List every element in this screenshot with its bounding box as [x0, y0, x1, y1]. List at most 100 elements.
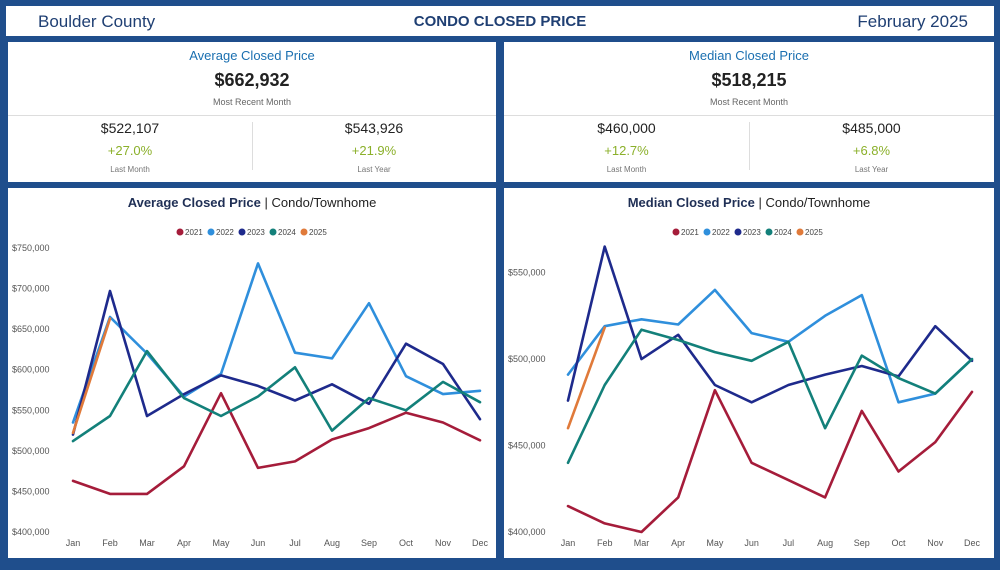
- page-title: CONDO CLOSED PRICE: [413, 13, 587, 30]
- avg-line-chart: $400,000 $450,000 $500,000 $550,000 $600,000…: [12, 228, 489, 548]
- median-card-title: Median Closed Price: [689, 48, 809, 63]
- median-last-year-label: Last Year: [854, 165, 889, 174]
- avg-chart-card: Average Closed Price | Condo/Townhome $4…: [8, 188, 496, 558]
- x-tick-label: Apr: [177, 538, 191, 548]
- x-tick-label: Jun: [744, 538, 759, 548]
- x-tick-label: Jun: [251, 538, 266, 548]
- median-last-year-pct: +6.8%: [852, 143, 891, 158]
- x-tick-label: Jul: [783, 538, 795, 548]
- avg-chart-title-sub: Condo/Townhome: [271, 195, 377, 210]
- y-tick-label: $650,000: [12, 324, 50, 334]
- x-tick-label: Apr: [671, 538, 685, 548]
- series-line-2023: [566, 245, 974, 404]
- series-line-2024: [566, 328, 974, 465]
- legend-marker: [300, 228, 308, 236]
- legend-marker: [269, 228, 277, 236]
- y-tick-label: $700,000: [12, 284, 50, 294]
- series-line-2025: [566, 326, 606, 430]
- y-tick-label: $500,000: [12, 446, 50, 456]
- legend-label: 2022: [712, 228, 730, 237]
- series-line-2021: [71, 391, 482, 496]
- avg-last-year-value: $543,926: [344, 120, 404, 136]
- legend-label: 2023: [743, 228, 761, 237]
- legend-marker: [672, 228, 680, 236]
- period-label: February 2025: [857, 12, 968, 31]
- county-label: Boulder County: [38, 12, 156, 31]
- avg-last-year-pct: +21.9%: [351, 143, 397, 158]
- legend-label: 2024: [774, 228, 792, 237]
- title-separator: |: [264, 195, 272, 210]
- x-tick-label: Mar: [139, 538, 155, 548]
- median-line-chart: $400,000 $450,000 $500,000 $550,000 Jan Feb Ma…: [508, 228, 981, 548]
- legend-marker: [703, 228, 711, 236]
- x-tick-label: Nov: [927, 538, 944, 548]
- median-card-value: $518,215: [711, 70, 787, 90]
- legend-label: 2022: [216, 228, 234, 237]
- legend-label: 2025: [805, 228, 823, 237]
- avg-last-year: $543,926 +21.9% Last Year: [252, 120, 496, 174]
- median-price-card: Median Closed Price $518,215 Most Recent…: [504, 42, 994, 182]
- median-card-subtitle: Most Recent Month: [709, 97, 789, 107]
- x-tick-label: Aug: [817, 538, 833, 548]
- series-line-2024: [71, 349, 482, 443]
- median-chart-title-sub: Condo/Townhome: [765, 195, 871, 210]
- divider: [504, 115, 994, 116]
- title-separator: |: [758, 195, 766, 210]
- median-last-month-pct: +12.7%: [604, 143, 649, 158]
- median-chart-title: Median Closed Price | Condo/Townhome: [504, 195, 994, 210]
- x-tick-label: Feb: [102, 538, 118, 548]
- x-tick-label: Mar: [634, 538, 650, 548]
- x-tick-label: Jan: [561, 538, 576, 548]
- avg-last-month-pct: +27.0%: [107, 143, 153, 158]
- median-last-year-value: $485,000: [842, 120, 901, 136]
- x-tick-label: Jul: [289, 538, 301, 548]
- y-tick-label: $750,000: [12, 243, 50, 253]
- legend-marker: [207, 228, 215, 236]
- median-last-month-label: Last Month: [606, 165, 647, 174]
- legend-label: 2024: [278, 228, 296, 237]
- median-last-month-value: $460,000: [597, 120, 656, 136]
- divider: [8, 115, 496, 116]
- legend-marker: [734, 228, 742, 236]
- x-tick-label: Nov: [435, 538, 452, 548]
- legend-marker: [238, 228, 246, 236]
- avg-last-month-label: Last Month: [110, 165, 150, 174]
- y-tick-label: $550,000: [12, 405, 50, 415]
- median-chart-card: Median Closed Price | Condo/Townhome $40…: [504, 188, 994, 558]
- y-tick-label: $450,000: [12, 486, 50, 496]
- legend-marker: [765, 228, 773, 236]
- avg-last-year-label: Last Year: [357, 165, 391, 174]
- avg-card-value: $662,932: [214, 70, 290, 90]
- legend-label: 2021: [185, 228, 203, 237]
- divider: [252, 122, 253, 170]
- x-tick-label: Jan: [66, 538, 81, 548]
- x-tick-label: Feb: [597, 538, 613, 548]
- series-line-2023: [71, 289, 482, 436]
- y-tick-label: $400,000: [12, 527, 50, 537]
- x-tick-label: May: [706, 538, 724, 548]
- x-tick-label: Oct: [892, 538, 907, 548]
- divider: [749, 122, 750, 170]
- series-line-2025: [71, 317, 112, 435]
- legend-marker: [796, 228, 804, 236]
- x-tick-label: Dec: [964, 538, 981, 548]
- median-chart-title-main: Median Closed Price: [627, 195, 755, 210]
- y-tick-label: $500,000: [508, 354, 546, 364]
- avg-price-card: Average Closed Price $662,932 Most Recen…: [8, 42, 496, 182]
- x-tick-label: May: [212, 538, 230, 548]
- legend-marker: [176, 228, 184, 236]
- avg-last-month: $522,107 +27.0% Last Month: [8, 120, 252, 174]
- x-tick-label: Sep: [854, 538, 870, 548]
- legend-label: 2023: [247, 228, 265, 237]
- x-tick-label: Sep: [361, 538, 377, 548]
- x-tick-label: Dec: [472, 538, 489, 548]
- x-tick-label: Aug: [324, 538, 340, 548]
- y-tick-label: $400,000: [508, 527, 546, 537]
- avg-chart-title: Average Closed Price | Condo/Townhome: [8, 195, 496, 210]
- avg-card-title: Average Closed Price: [189, 48, 315, 63]
- legend-label: 2021: [681, 228, 699, 237]
- series-line-2021: [566, 388, 974, 534]
- x-tick-label: Oct: [399, 538, 414, 548]
- avg-chart-title-main: Average Closed Price: [127, 195, 261, 210]
- series-line-2022: [566, 288, 974, 404]
